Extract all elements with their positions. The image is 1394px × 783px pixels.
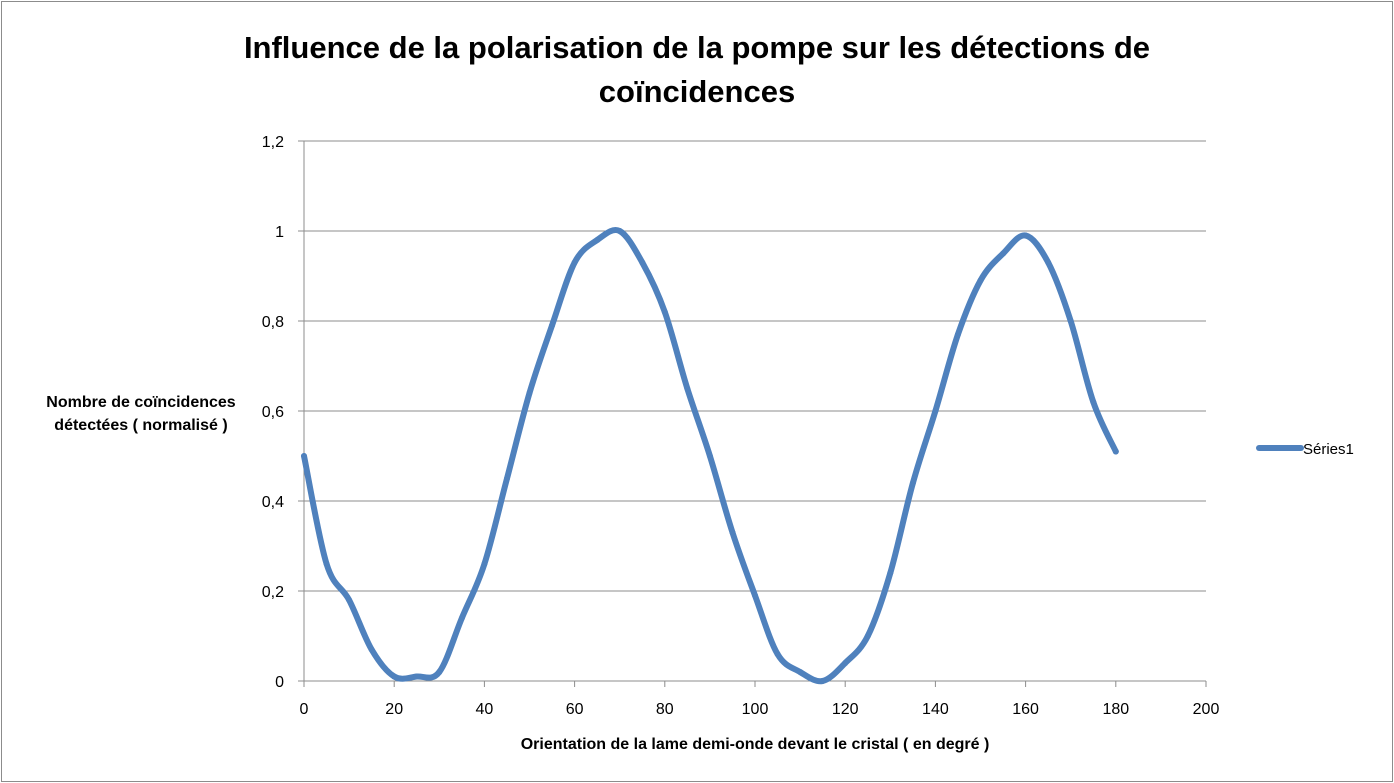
data-point — [729, 529, 736, 536]
data-point — [549, 322, 555, 329]
data-point — [1090, 399, 1097, 405]
data-point — [706, 453, 713, 459]
data-point — [977, 277, 984, 284]
x-tick-label: 40 — [476, 701, 494, 718]
x-tick-label: 180 — [1102, 701, 1129, 718]
data-point — [797, 669, 804, 675]
data-point — [1067, 318, 1074, 324]
data-point — [413, 673, 420, 680]
x-tick-label: 160 — [1012, 701, 1039, 718]
y-tick-label: 1,2 — [262, 134, 284, 151]
x-tick-label: 100 — [742, 701, 769, 718]
legend: Séries1 — [1256, 441, 1354, 458]
y-axis-label-line-2: détectées ( normalisé ) — [54, 417, 227, 434]
data-point — [1112, 448, 1119, 455]
data-point — [481, 561, 488, 567]
chart-title-line-2: coïncidences — [599, 74, 795, 109]
data-point — [864, 633, 871, 639]
x-tick-label: 60 — [566, 701, 584, 718]
x-tick-labels: 0 20 40 60 80 100 120 140 160 180 200 — [300, 701, 1220, 718]
data-point — [774, 651, 781, 657]
data-point — [323, 561, 330, 567]
y-tick-label: 0,2 — [262, 584, 284, 601]
x-axis-label: Orientation de la lame demi-onde devant … — [521, 736, 990, 753]
data-point — [436, 669, 443, 675]
data-point — [391, 673, 398, 680]
data-point — [458, 615, 465, 621]
data-point — [684, 385, 691, 392]
chart-title-line-1: Influence de la polarisation de la pompe… — [244, 30, 1150, 65]
axes — [298, 140, 1207, 687]
data-point — [842, 660, 849, 666]
data-point — [571, 259, 578, 266]
y-tick-label: 0,8 — [262, 314, 284, 331]
data-point — [346, 597, 353, 603]
y-tick-label: 0 — [275, 674, 284, 691]
y-tick-label: 0,6 — [262, 404, 284, 421]
data-point — [301, 453, 307, 459]
data-point — [639, 259, 646, 266]
legend-label: Séries1 — [1303, 441, 1354, 458]
y-axis-label-line-1: Nombre de coïncidences — [46, 394, 235, 411]
x-tick-label: 200 — [1193, 701, 1220, 718]
data-point — [932, 408, 939, 414]
data-point — [909, 480, 916, 486]
data-point — [594, 237, 601, 243]
x-tick-label: 0 — [300, 701, 309, 718]
x-tick-label: 20 — [385, 701, 403, 718]
x-tick-label: 80 — [656, 701, 674, 718]
data-point — [887, 570, 894, 576]
grid-lines — [304, 140, 1206, 592]
data-point — [752, 592, 758, 599]
data-point — [1045, 259, 1052, 266]
data-point — [616, 228, 623, 234]
data-point — [661, 309, 668, 315]
data-point — [819, 678, 826, 684]
data-point — [526, 390, 533, 396]
data-point — [504, 475, 510, 482]
x-tick-label: 140 — [922, 701, 949, 718]
y-tick-labels: 0 0,2 0,4 0,6 0,8 1 1,2 — [262, 134, 284, 691]
data-point — [1022, 232, 1029, 239]
data-point — [368, 646, 375, 653]
series-group — [301, 227, 1119, 685]
y-tick-label: 1 — [275, 224, 284, 241]
data-point — [954, 331, 961, 338]
data-point — [1000, 250, 1007, 257]
y-tick-label: 0,4 — [262, 494, 284, 511]
x-tick-label: 120 — [832, 701, 859, 718]
